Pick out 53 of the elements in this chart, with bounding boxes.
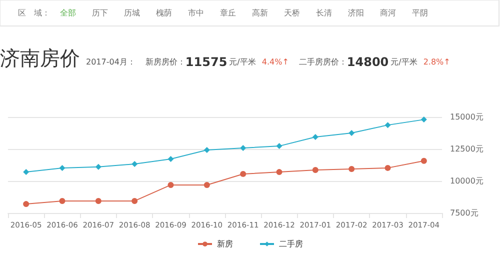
text: 区 域： [18, 8, 50, 18]
y-tick-label: 12500元 [450, 144, 484, 154]
y-tick-label: 15000元 [450, 112, 484, 122]
point [384, 164, 391, 171]
text: 济阳 [348, 8, 364, 18]
point [420, 116, 427, 123]
text: 元/平米 [229, 58, 256, 66]
point [168, 156, 174, 162]
text: 新房房价： [145, 58, 186, 66]
point [168, 182, 174, 188]
text: 元/平米 [390, 58, 418, 66]
point [384, 122, 391, 128]
text: 全部 [60, 8, 76, 18]
point [348, 166, 355, 172]
text: 11575 [185, 55, 228, 69]
point [95, 198, 102, 204]
point [276, 169, 282, 176]
point [132, 198, 138, 204]
chart-title: 济南房价 [0, 46, 80, 70]
point [59, 164, 66, 171]
text: 商河 [380, 8, 396, 18]
point [348, 130, 355, 136]
text: 二手房房价： [298, 58, 347, 66]
point [23, 201, 30, 208]
point [132, 160, 138, 167]
text: 历下 [92, 8, 108, 18]
text: 4.4%↑ [262, 58, 289, 66]
legend-label: 新房 [217, 240, 233, 248]
point [59, 198, 66, 204]
text: 2017-04月： [86, 58, 136, 66]
text: 2.8%↑ [423, 58, 450, 66]
text: 长清 [316, 8, 332, 18]
point [95, 164, 102, 170]
point [204, 147, 210, 154]
y-tick-label: 10000元 [450, 176, 484, 186]
text: 高新 [252, 8, 268, 18]
point [312, 134, 318, 140]
text: 槐荫 [156, 8, 172, 18]
point [204, 182, 210, 188]
text: 天桥 [284, 8, 300, 18]
text: 14800 [346, 55, 389, 69]
text: 平阴 [412, 8, 428, 18]
point [312, 166, 318, 173]
point [240, 144, 246, 151]
text: 历城 [124, 8, 140, 18]
point [240, 170, 246, 177]
point [276, 143, 282, 150]
point [23, 169, 30, 176]
y-tick-label: 7500元 [450, 208, 478, 218]
legend-label: 二手房 [279, 240, 303, 248]
point [420, 158, 427, 164]
text: 市中 [188, 8, 204, 18]
text: 章丘 [220, 8, 236, 18]
